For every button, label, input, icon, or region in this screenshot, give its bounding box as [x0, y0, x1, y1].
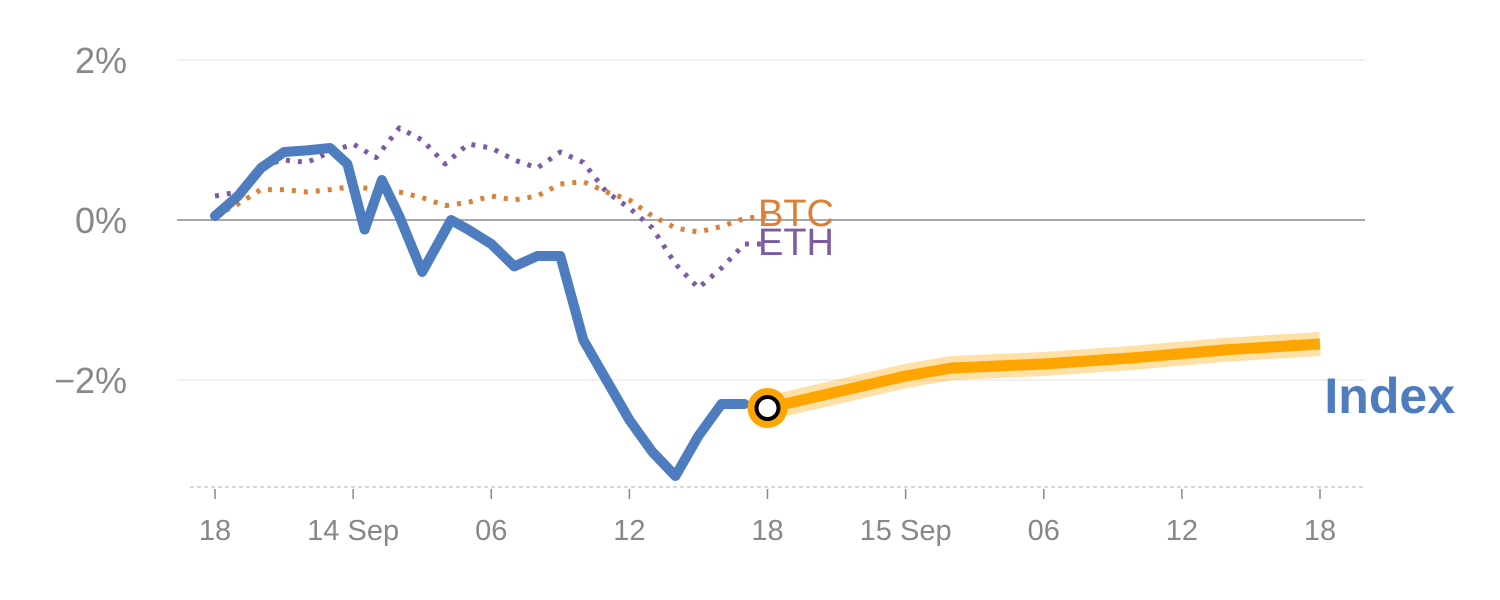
x-tick-label: 18: [1304, 515, 1336, 547]
x-tick-label: 18: [751, 515, 783, 547]
forecast-marker-inner: [754, 395, 781, 421]
index-series-label: Index: [1324, 368, 1455, 424]
y-tick-label: 0%: [75, 200, 127, 241]
index-forecast-line: [766, 338, 1321, 414]
btc-series-label: BTC: [758, 193, 834, 235]
y-tick-label: −2%: [54, 360, 127, 401]
x-tick-label: 06: [1028, 515, 1060, 547]
eth-series-label: ETH: [758, 222, 834, 264]
x-tick-label: 12: [1166, 515, 1198, 547]
chart-labels: BTC ETH Index: [758, 193, 1455, 424]
chart-gridlines: [177, 59, 1365, 381]
btc-line: [213, 179, 768, 235]
x-tick-label: 06: [475, 515, 507, 547]
index-line: [210, 143, 750, 481]
x-tick-label: 15 Sep: [860, 515, 952, 547]
x-tick-label: 12: [613, 515, 645, 547]
chart-axes: 2% 0% −2% 18 14 Sep 06 12 18 15 Sep 06 12 18: [54, 40, 1365, 547]
x-tick-label: 18: [199, 515, 231, 547]
y-tick-label: 2%: [75, 40, 127, 81]
x-tick-label: 14 Sep: [307, 515, 399, 547]
chart-series: [210, 125, 1321, 481]
